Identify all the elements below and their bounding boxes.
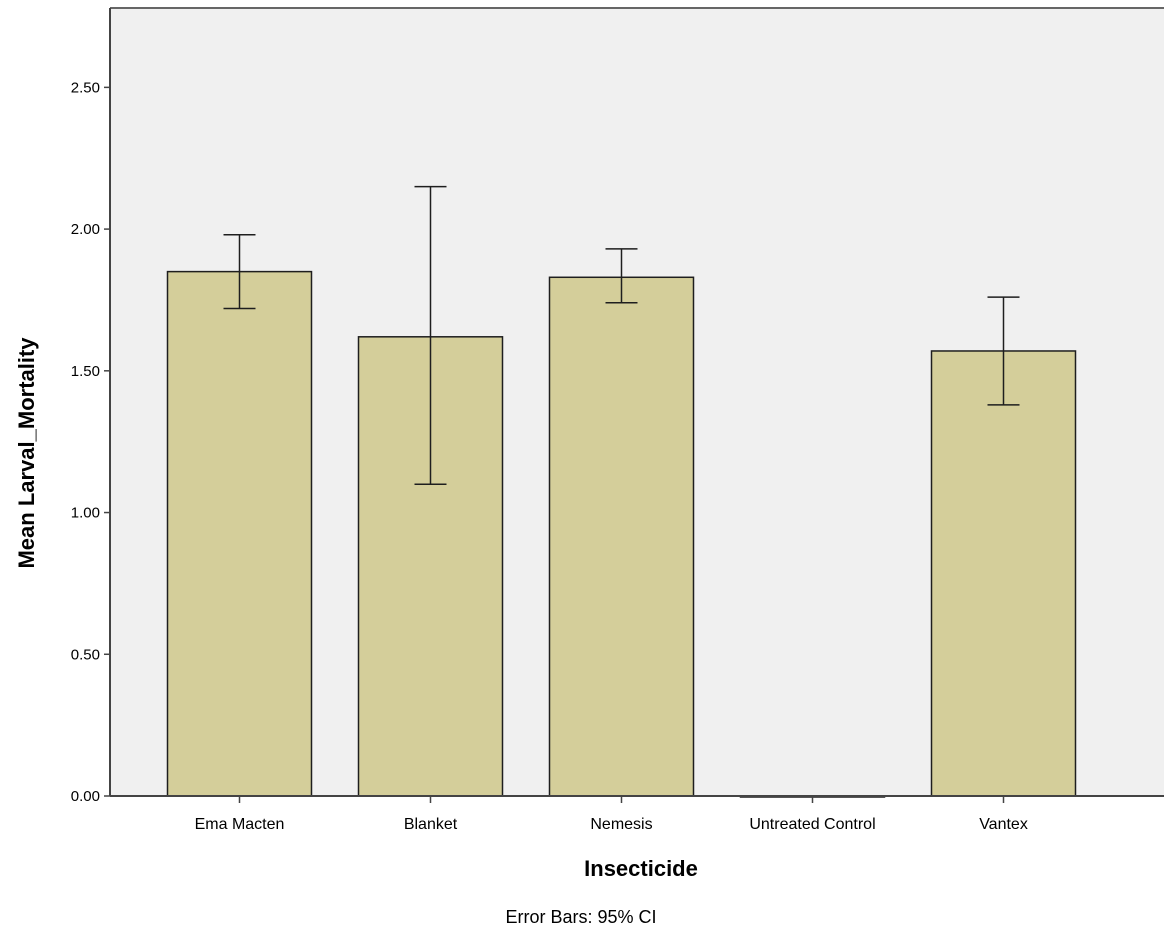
x-tick-label: Vantex (979, 816, 1028, 833)
y-axis-title: Mean Larval_Mortality (14, 337, 39, 569)
y-tick-label: 1.50 (71, 363, 100, 380)
x-tick-label: Nemesis (590, 816, 652, 833)
y-tick-label: 2.50 (71, 79, 100, 96)
bar-nemesis (548, 276, 695, 797)
x-tick-label: Blanket (404, 816, 458, 833)
y-tick-label: 0.50 (71, 646, 100, 663)
y-tick-label: 0.00 (71, 788, 100, 805)
error-bars-footnote: Error Bars: 95% CI (505, 907, 656, 927)
bar-vantex (930, 350, 1077, 797)
x-axis-title: Insecticide (584, 856, 698, 881)
x-tick-label: Ema Macten (195, 816, 285, 833)
x-tick-label: Untreated Control (749, 816, 875, 833)
y-tick-label: 1.00 (71, 505, 100, 522)
bar-ema-macten (166, 270, 313, 797)
y-tick-label: 2.00 (71, 221, 100, 238)
